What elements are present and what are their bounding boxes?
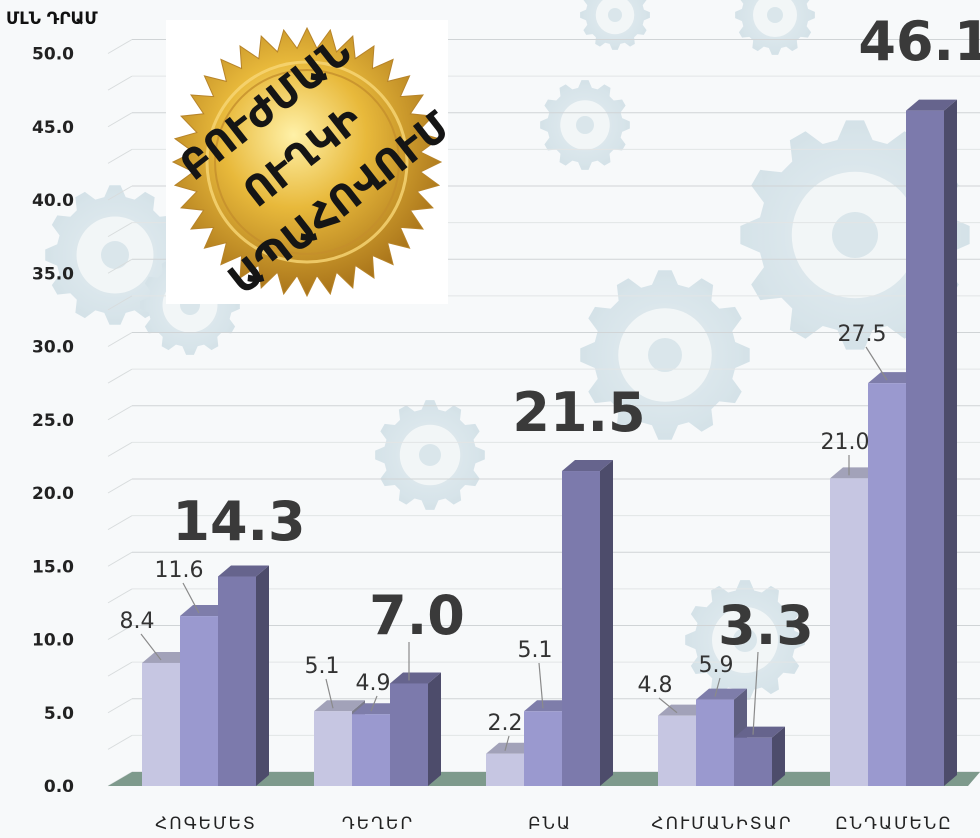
leader-line xyxy=(714,677,721,697)
y-axis-ticks: 0.0 5.0 10.0 15.0 20.0 25.0 30.0 35.0 40.0 45.0 50… xyxy=(32,45,74,798)
leader-line xyxy=(370,695,378,712)
y-tick-label: 40.0 xyxy=(32,191,74,211)
category-label: ԸՆԴԱՄԵՆԸ xyxy=(835,814,952,834)
category-label: ԲՆԱ xyxy=(528,814,572,834)
y-tick-label: 45.0 xyxy=(32,118,74,138)
data-label-total: 21.5 xyxy=(512,381,645,444)
background-gear xyxy=(580,270,750,440)
y-tick-label: 25.0 xyxy=(32,411,74,431)
leader-line xyxy=(865,346,888,381)
leader-line xyxy=(538,662,544,709)
data-label: 27.5 xyxy=(838,322,887,347)
leader-line xyxy=(182,582,200,614)
data-label: 4.9 xyxy=(356,671,391,696)
y-axis-unit-label: ՄԼՆ ԴՐԱՄ xyxy=(6,9,98,29)
data-label-total: 46.1 xyxy=(858,10,980,73)
leader-line xyxy=(140,633,162,661)
bar xyxy=(906,99,957,786)
leader-line xyxy=(325,678,334,709)
y-tick-label: 50.0 xyxy=(32,45,74,65)
data-labels: 8.4 11.6 14.3 5.1 4.9 7.0 2.2 5.1 21.5 4.8 5.93.3 2… xyxy=(120,10,980,751)
y-tick-label: 0.0 xyxy=(44,777,74,797)
bars xyxy=(142,99,957,786)
data-label-total: 14.3 xyxy=(172,490,305,553)
leader-line xyxy=(658,697,678,714)
y-tick-label: 5.0 xyxy=(44,704,74,724)
background-gear xyxy=(580,0,650,50)
leader-line xyxy=(504,735,510,751)
gold-seal-badge: ԲՈՒԺՄԱՆ ՈՒՂԿԻ ԱՊԱՀՈՎՈՒՄ xyxy=(166,20,460,304)
leader-line xyxy=(752,651,759,735)
data-label: 2.2 xyxy=(488,711,523,736)
bar xyxy=(562,460,613,786)
y-tick-label: 20.0 xyxy=(32,484,74,504)
data-label: 11.6 xyxy=(155,558,204,583)
y-tick-label: 35.0 xyxy=(32,264,74,284)
background-gear xyxy=(685,580,805,700)
y-tick-label: 10.0 xyxy=(32,631,74,651)
data-label: 5.9 xyxy=(699,653,734,678)
category-label: ՀՈԳԵՄԵՏ xyxy=(155,814,257,834)
bar xyxy=(218,565,269,786)
bar xyxy=(734,726,785,786)
data-label: 4.8 xyxy=(638,673,673,698)
background-gear xyxy=(735,0,815,55)
background-gear xyxy=(375,400,485,510)
data-label-total: 3.3 xyxy=(718,594,814,657)
background-gear xyxy=(540,80,630,170)
y-tick-label: 30.0 xyxy=(32,338,74,358)
bar xyxy=(390,672,441,786)
category-labels: ՀՈԳԵՄԵՏ ԴԵՂԵՐ ԲՆԱ ՀՈՒՄԱՆԻՏԱՐ ԸՆԴԱՄԵՆԸ xyxy=(155,814,952,834)
category-label: ԴԵՂԵՐ xyxy=(342,814,414,834)
data-label: 21.0 xyxy=(821,430,870,455)
data-label: 5.1 xyxy=(518,638,553,663)
data-label: 5.1 xyxy=(305,654,340,679)
y-tick-label: 15.0 xyxy=(32,557,74,577)
data-label-total: 7.0 xyxy=(369,584,465,647)
category-label: ՀՈՒՄԱՆԻՏԱՐ xyxy=(651,814,792,834)
data-label: 8.4 xyxy=(120,609,155,634)
